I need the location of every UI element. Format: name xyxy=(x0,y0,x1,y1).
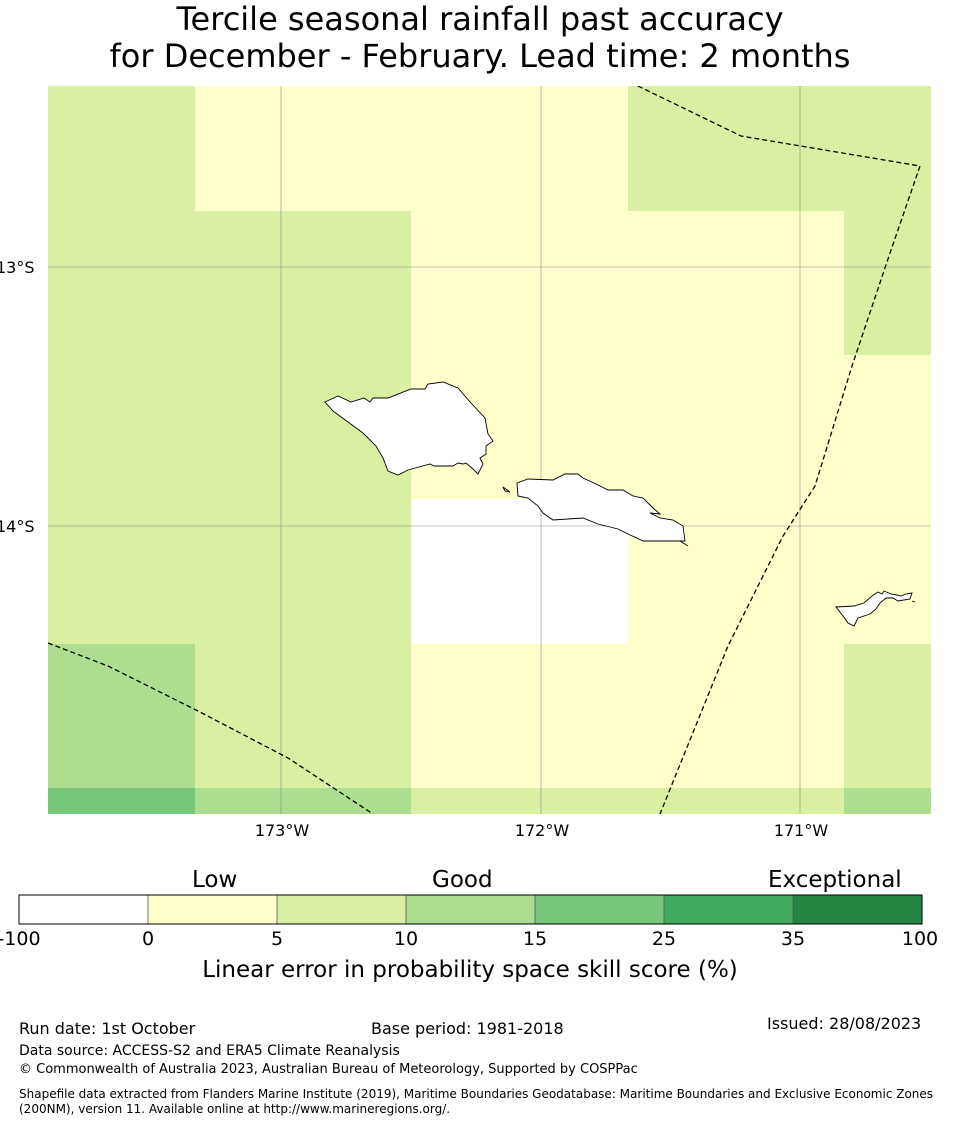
lon-label-172w: 172°W xyxy=(514,821,570,840)
colorbar xyxy=(18,894,923,925)
graticule xyxy=(48,86,931,814)
maritime-boundary xyxy=(48,86,921,814)
category-label-good: Good xyxy=(432,867,493,893)
colorbar-tick: 25 xyxy=(651,928,677,950)
colorbar-segment xyxy=(535,895,664,924)
map-title-line-1: Tercile seasonal rainfall past accuracy xyxy=(176,0,784,38)
grid-cell xyxy=(195,788,411,814)
category-label-exceptional: Exceptional xyxy=(768,867,902,893)
colorbar-dividers xyxy=(147,895,794,924)
lon-label-173w: 173°W xyxy=(254,821,310,840)
island-detail xyxy=(679,540,689,547)
colorbar-tick: 15 xyxy=(522,928,548,950)
colorbar-segment xyxy=(148,895,277,924)
island-manono xyxy=(502,486,511,493)
base-period: Base period: 1981-2018 xyxy=(371,1019,564,1038)
category-label-low: Low xyxy=(192,867,238,893)
run-date: Run date: 1st October xyxy=(19,1019,196,1038)
lon-label-171w: 171°W xyxy=(773,821,829,840)
lat-label-14s: 14°S xyxy=(0,517,35,536)
colorbar-segment xyxy=(406,895,535,924)
grid-cell xyxy=(844,211,931,355)
colorbar-segment xyxy=(664,895,793,924)
colorbar-outline xyxy=(18,894,923,925)
shapefile-credit: Shapefile data extracted from Flanders M… xyxy=(19,1087,934,1116)
islands xyxy=(324,381,913,627)
colorbar-tick: -100 xyxy=(0,928,41,950)
grid-cell xyxy=(844,788,931,814)
grid-cell xyxy=(411,499,628,644)
colorbar-segment xyxy=(277,895,406,924)
grid-cell xyxy=(844,644,931,788)
colorbar-tick: 35 xyxy=(780,928,806,950)
colorbar-tick: 100 xyxy=(901,928,939,950)
map-title-line-2: for December - February. Lead time: 2 mo… xyxy=(109,37,851,75)
data-source: Data source: ACCESS-S2 and ERA5 Climate … xyxy=(19,1043,400,1059)
island-tutuila xyxy=(835,590,913,627)
grid-cell xyxy=(48,788,195,814)
colorbar-segment xyxy=(793,895,922,924)
grid-cell xyxy=(195,86,628,211)
colorbar-segment xyxy=(19,895,148,924)
copyright: © Commonwealth of Australia 2023, Austra… xyxy=(19,1062,638,1077)
island-savaii xyxy=(324,381,494,476)
skill-score-map xyxy=(48,86,931,814)
island-detail xyxy=(911,600,916,603)
island-upolu xyxy=(516,473,686,542)
grid-cell xyxy=(411,788,844,814)
colorbar-tick: 10 xyxy=(393,928,419,950)
colorbar-title: Linear error in probability space skill … xyxy=(202,957,738,983)
colorbar-tick: 0 xyxy=(141,928,155,950)
grid-cell xyxy=(48,644,195,788)
colorbar-tick: 5 xyxy=(270,928,284,950)
issued-date: Issued: 28/08/2023 xyxy=(767,1014,922,1033)
lat-label-13s: 13°S xyxy=(0,258,35,277)
